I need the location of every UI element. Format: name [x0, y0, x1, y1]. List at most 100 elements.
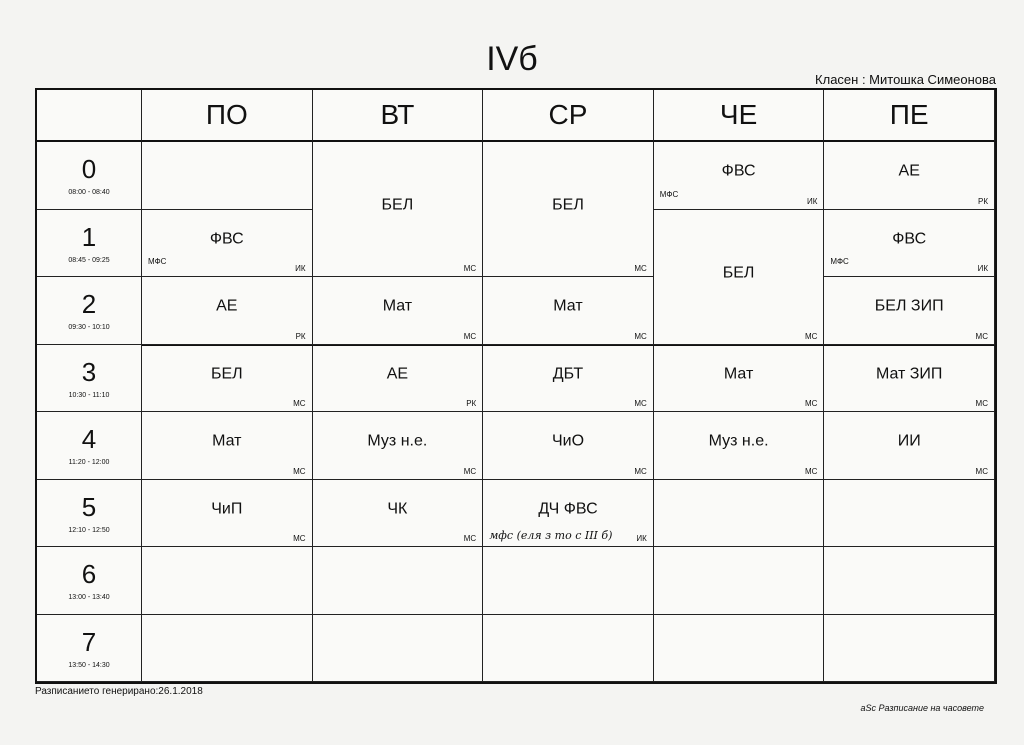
lesson-teacher: МС [293, 534, 306, 543]
period-time: 08:45 - 09:25 [68, 256, 110, 264]
lesson-teacher: МС [634, 331, 647, 341]
period-cell: 3 10:30 - 11:10 [37, 344, 142, 412]
lesson-subject: Мат [553, 297, 583, 315]
lesson-cell [824, 614, 995, 682]
lesson-teacher: РК [466, 399, 477, 408]
lesson-cell [653, 614, 825, 682]
lesson-teacher: МС [634, 466, 647, 476]
lesson-cell: ДБТ МС [483, 344, 654, 412]
lesson-teacher: РК [295, 331, 306, 341]
lesson-cell: ФВС ИК МФС [142, 209, 313, 277]
lesson-teacher: МС [463, 264, 477, 273]
lesson-subject: БЕЛ [210, 365, 243, 383]
lesson-teacher: ИК [806, 196, 818, 206]
day-header: ЧЕ [653, 90, 825, 142]
lesson-cell [824, 479, 995, 547]
period-cell: 0 08:00 - 08:40 [37, 142, 142, 210]
period-number: 2 [81, 289, 97, 319]
timetable-grid: ПО ВТ СР ЧЕ ПЕ 0 08:00 - 08:40 1 08:45 - 09:25 2 0… [35, 88, 997, 684]
lesson-cell: Муз н.е. МС [653, 412, 825, 480]
period-cell: 5 12:10 - 12:50 [37, 479, 142, 547]
lesson-subject: Мат [723, 365, 754, 383]
day-header: ПО [142, 90, 313, 142]
lesson-room: МФС [830, 257, 849, 266]
lesson-subject: БЕЛ [722, 263, 755, 281]
lesson-cell: ЧиО МС [483, 412, 654, 480]
lesson-teacher: МС [463, 466, 477, 476]
lesson-cell: ДЧ ФВС ИК мфс (еля з то с III б) [483, 479, 654, 547]
period-cell: 2 09:30 - 10:10 [37, 277, 142, 345]
lesson-teacher: МС [804, 399, 818, 408]
lesson-subject: ЧК [387, 500, 408, 518]
period-time: 11:20 - 12:00 [68, 459, 110, 466]
lesson-teacher: ИК [295, 264, 306, 273]
period-cell: 6 13:00 - 13:40 [37, 547, 142, 615]
lesson-teacher: МС [293, 399, 306, 408]
lesson-cell [824, 547, 995, 615]
period-time: 13:50 - 14:30 [68, 661, 110, 669]
lesson-subject: ИИ [897, 432, 921, 450]
lesson-subject: БЕЛ [552, 196, 584, 214]
lesson-subject: ЧиП [211, 500, 243, 518]
lesson-subject: Мат ЗИП [875, 365, 943, 383]
lesson-cell: АЕ РК [312, 344, 484, 412]
handwritten-note: мфс (еля з то с III б) [489, 529, 613, 542]
generated-date: Разписанието генерирано:26.1.2018 [35, 686, 203, 697]
lesson-cell [312, 547, 484, 615]
lesson-teacher: МС [463, 534, 477, 543]
lesson-subject: ДЧ ФВС [538, 500, 598, 518]
lesson-cell [142, 547, 313, 615]
lesson-subject: Мат [382, 297, 413, 315]
lesson-subject: Муз н.е. [708, 432, 769, 450]
lesson-teacher: ИК [636, 534, 647, 543]
lesson-teacher: МС [975, 399, 988, 408]
lesson-cell [653, 547, 825, 615]
lesson-subject: Муз н.е. [367, 432, 428, 450]
lesson-cell: АЕ РК [142, 277, 313, 345]
lesson-teacher: ИК [977, 264, 988, 273]
lesson-cell [483, 547, 654, 615]
lesson-cell: ЧиП МС [142, 479, 313, 547]
lesson-cell: Мат МС [142, 412, 313, 480]
period-cell: 7 13:50 - 14:30 [37, 614, 142, 682]
day-header: ПЕ [824, 90, 995, 142]
period-number: 3 [81, 356, 97, 387]
period-number: 0 [81, 154, 97, 184]
lesson-cell: БЕЛ МС [312, 142, 484, 277]
lesson-room: МФС [659, 189, 679, 199]
lesson-teacher: РК [978, 196, 988, 206]
lesson-cell: БЕЛ ЗИП МС [824, 277, 995, 345]
lesson-cell: БЕЛ МС [142, 344, 313, 412]
lesson-teacher: МС [634, 399, 647, 408]
period-number: 6 [81, 559, 97, 589]
lesson-cell: ИИ МС [824, 412, 995, 480]
software-credit: aSc Разписание на часовете [860, 703, 984, 713]
lesson-cell: Мат ЗИП МС [824, 344, 995, 412]
period-cell: 1 08:45 - 09:25 [37, 209, 142, 277]
class-teacher: Класен : Митошка Симеонова [815, 72, 996, 87]
lesson-cell [142, 142, 313, 210]
lesson-cell: АЕ РК [824, 142, 995, 210]
period-time: 12:10 - 12:50 [68, 526, 110, 534]
period-cell: 4 11:20 - 12:00 [37, 412, 142, 480]
lesson-subject: ФВС [209, 230, 244, 248]
period-number: 7 [81, 626, 97, 657]
class-title: IVб [486, 40, 538, 78]
period-time: 10:30 - 11:10 [68, 391, 110, 399]
period-number: 5 [81, 491, 97, 522]
lesson-subject: БЕЛ ЗИП [874, 297, 944, 315]
lesson-teacher: МС [975, 331, 988, 341]
lesson-subject: ФВС [892, 230, 927, 248]
lesson-subject: АЕ [216, 297, 238, 315]
day-header: СР [483, 90, 654, 142]
lesson-room: МФС [148, 257, 167, 266]
period-time: 09:30 - 10:10 [68, 324, 110, 331]
lesson-subject: ДБТ [552, 365, 584, 383]
lesson-cell: БЕЛ МС [653, 209, 825, 345]
period-time: 08:00 - 08:40 [68, 189, 110, 196]
lesson-cell: ЧК МС [312, 479, 484, 547]
lesson-cell [653, 479, 825, 547]
lesson-cell [483, 614, 654, 682]
lesson-cell: Мат МС [483, 277, 654, 345]
lesson-teacher: МС [804, 331, 818, 341]
